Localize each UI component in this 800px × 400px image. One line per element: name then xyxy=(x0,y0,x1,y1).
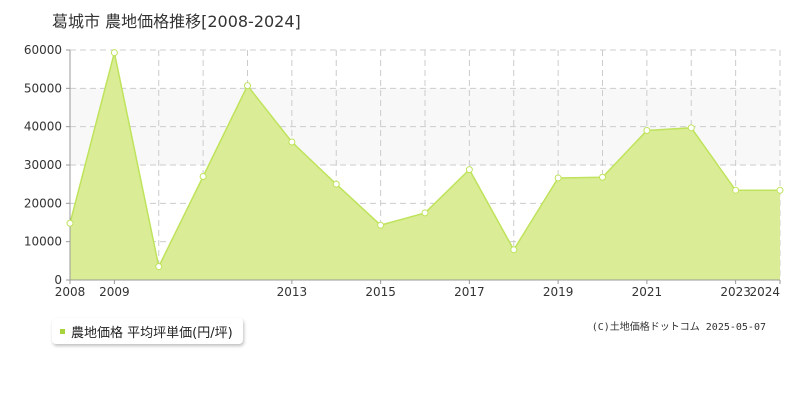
x-tick-label-2019: 2019 xyxy=(543,285,574,299)
data-point-2013 xyxy=(288,138,296,146)
series-area xyxy=(70,52,780,280)
data-point-2021 xyxy=(643,127,651,134)
y-tick-label-5: 50000 xyxy=(24,81,62,95)
data-point-2024 xyxy=(776,186,784,194)
data-point-2015 xyxy=(377,221,385,229)
legend: 農地価格 平均坪単価(円/坪) xyxy=(52,318,243,344)
data-point-2012 xyxy=(244,82,251,90)
y-tick-label-1: 10000 xyxy=(24,235,62,249)
copyright-text: (C)土地価格ドットコム 2025-05-07 xyxy=(591,322,766,333)
chart-title: 葛城市 農地価格推移[2008-2024] xyxy=(52,12,301,31)
legend-swatch xyxy=(60,328,65,334)
data-point-2020 xyxy=(599,173,606,181)
x-tick-label-2008: 2008 xyxy=(55,285,86,299)
data-point-2011 xyxy=(199,173,207,180)
data-point-2018 xyxy=(510,246,518,254)
x-tick-label-2024: 2024 xyxy=(749,285,780,299)
x-tick-label-2021: 2021 xyxy=(632,285,663,299)
data-point-2014 xyxy=(332,180,340,188)
y-tick-label-6: 60000 xyxy=(24,43,62,57)
data-point-2016 xyxy=(421,209,429,217)
data-point-2023 xyxy=(732,186,740,194)
data-point-2017 xyxy=(465,166,473,174)
x-tick-label-2013: 2013 xyxy=(277,285,308,299)
data-point-2019 xyxy=(554,174,562,182)
data-point-2022 xyxy=(687,124,695,132)
x-tick-label-2009: 2009 xyxy=(99,285,130,299)
y-tick-label-4: 40000 xyxy=(24,120,62,134)
data-point-2009 xyxy=(110,49,118,57)
x-tick-label-2023: 2023 xyxy=(720,285,751,299)
data-point-2010 xyxy=(155,263,163,271)
y-tick-label-2: 20000 xyxy=(24,196,62,210)
x-tick-label-2017: 2017 xyxy=(454,285,485,299)
y-tick-label-3: 30000 xyxy=(24,158,62,172)
x-tick-label-2015: 2015 xyxy=(365,285,396,299)
legend-label: 農地価格 平均坪単価(円/坪) xyxy=(71,325,233,341)
y-tick-label-0: 0 xyxy=(54,273,62,287)
data-point-2008 xyxy=(66,219,74,227)
